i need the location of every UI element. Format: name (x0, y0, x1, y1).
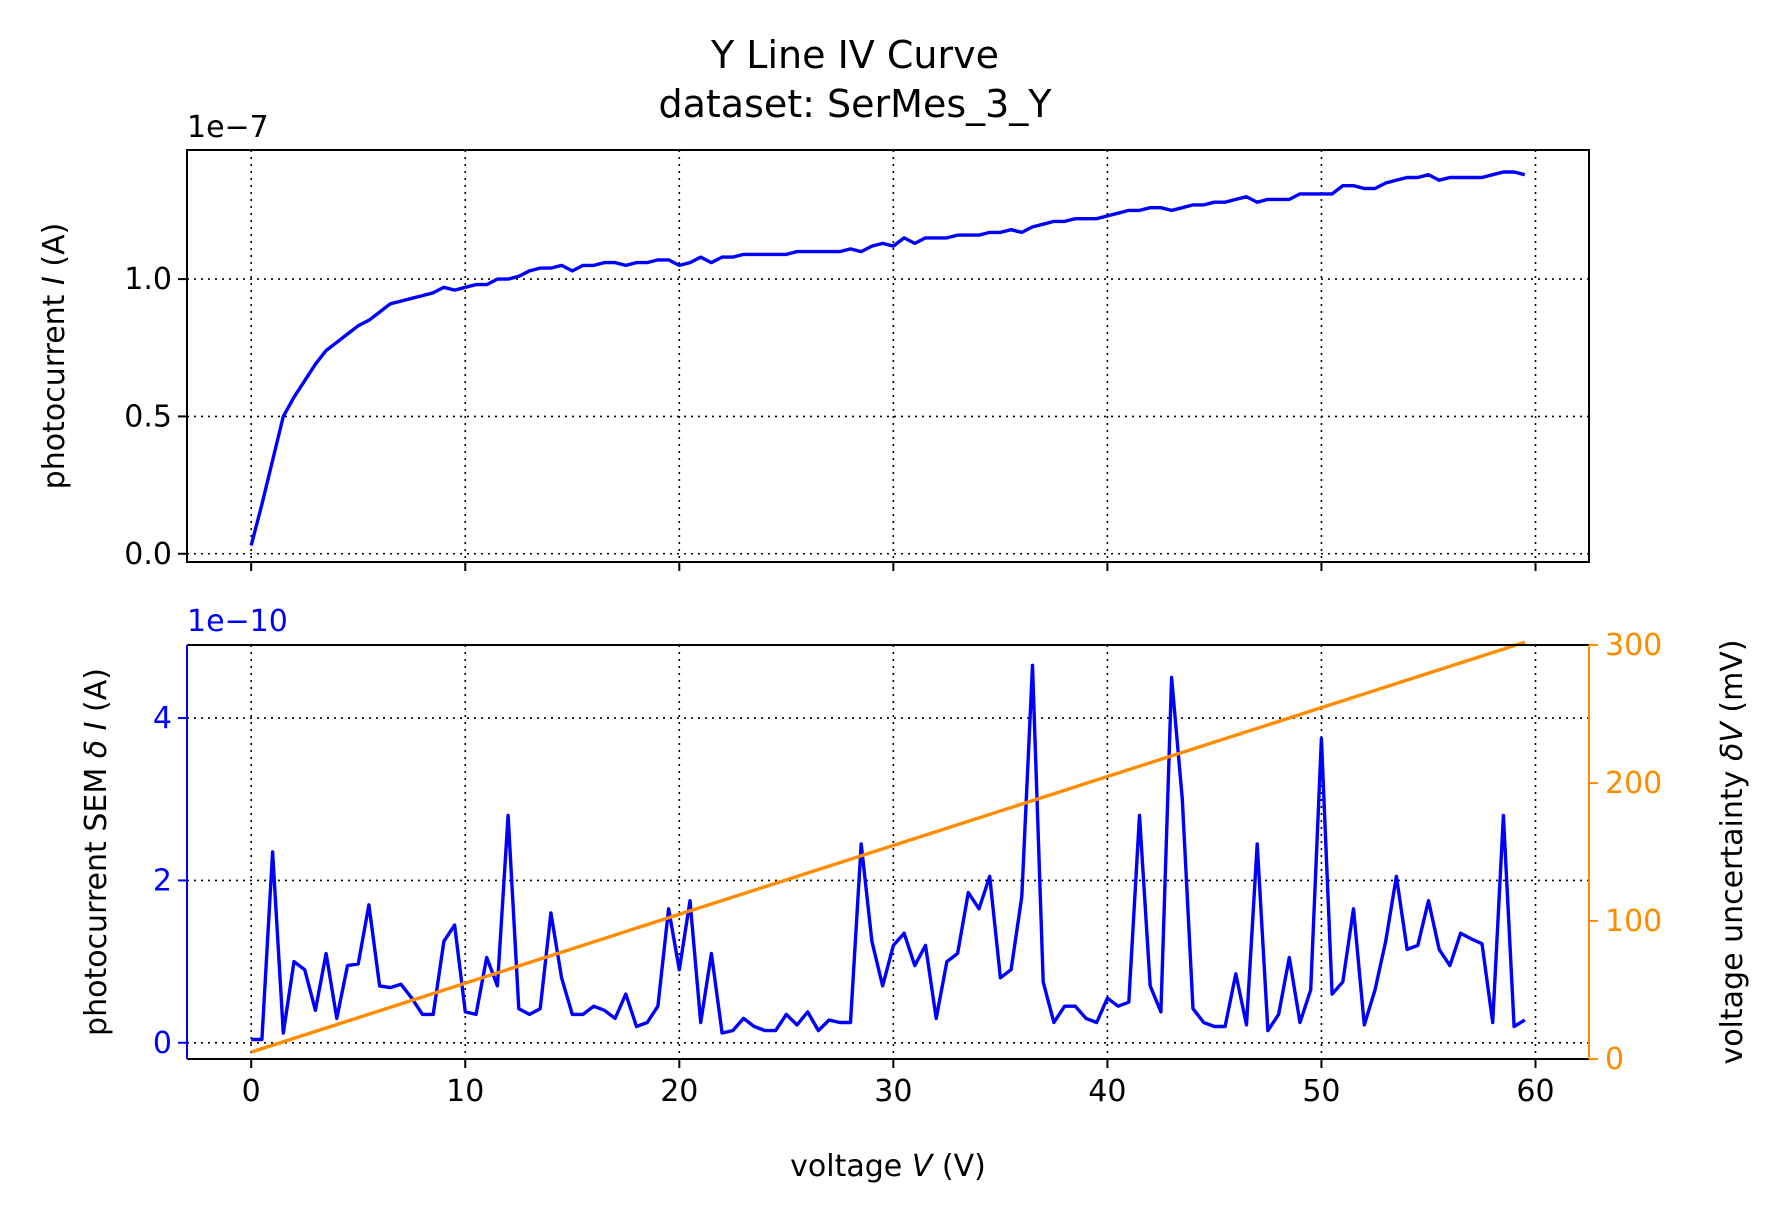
bottom-x-ticks: 0 10 20 30 40 50 60 (242, 1059, 1555, 1109)
bottom-plot: 0 2 4 0 100 200 300 0 10 20 30 40 50 60 1e−10 photo… (79, 604, 1750, 1184)
x-tick-label: 0 (242, 1074, 261, 1109)
x-tick-label: 10 (446, 1074, 484, 1109)
x-tick-label: 60 (1516, 1074, 1554, 1109)
bottom-y-tick-label: 4 (153, 701, 172, 736)
bottom-y2-ticks: 0 100 200 300 (1589, 628, 1662, 1077)
top-series (249, 170, 1526, 546)
bottom-series (250, 640, 1526, 1054)
voltage-uncertainty-line (250, 640, 1526, 1054)
photocurrent-sem-line (251, 663, 1526, 1042)
x-tick-label: 30 (874, 1074, 912, 1109)
top-y-axis-label: photocurrent I (A) (37, 223, 72, 490)
bottom-y2-tick-label: 200 (1605, 766, 1662, 801)
x-axis-label: voltage V (V) (790, 1149, 986, 1184)
chart-subtitle: dataset: SerMes_3_Y (658, 82, 1052, 126)
top-x-tick-marks (250, 562, 1537, 571)
bottom-y-axis-label: photocurrent SEM δ I (A) (79, 668, 114, 1036)
photocurrent-line (249, 170, 1526, 546)
top-plot: 0.0 0.5 1.0 1e−7 photocurrent I (A) (37, 110, 1590, 572)
chart-title: Y Line IV Curve (710, 33, 999, 77)
top-y-tick-label: 1.0 (124, 262, 172, 297)
top-axes-frame (186, 149, 1590, 563)
bottom-y2-tick-label: 300 (1605, 628, 1662, 663)
bottom-y2-tick-label: 0 (1605, 1042, 1624, 1077)
top-y-tick-label: 0.0 (124, 537, 172, 572)
bottom-y2-axis-label: voltage uncertainty δV (mV) (1715, 639, 1750, 1064)
bottom-grid (187, 645, 1589, 1059)
x-tick-label: 20 (660, 1074, 698, 1109)
x-tick-label: 50 (1302, 1074, 1340, 1109)
top-grid (187, 150, 1589, 562)
x-tick-label: 40 (1088, 1074, 1126, 1109)
top-offset-text: 1e−7 (187, 110, 269, 145)
bottom-y-tick-label: 0 (153, 1026, 172, 1061)
bottom-y-tick-label: 2 (153, 863, 172, 898)
top-y-ticks: 0.0 0.5 1.0 (124, 262, 187, 572)
bottom-y-ticks: 0 2 4 (153, 701, 187, 1061)
bottom-offset-text: 1e−10 (187, 604, 288, 639)
top-y-tick-label: 0.5 (124, 399, 172, 434)
bottom-y2-tick-label: 100 (1605, 904, 1662, 939)
